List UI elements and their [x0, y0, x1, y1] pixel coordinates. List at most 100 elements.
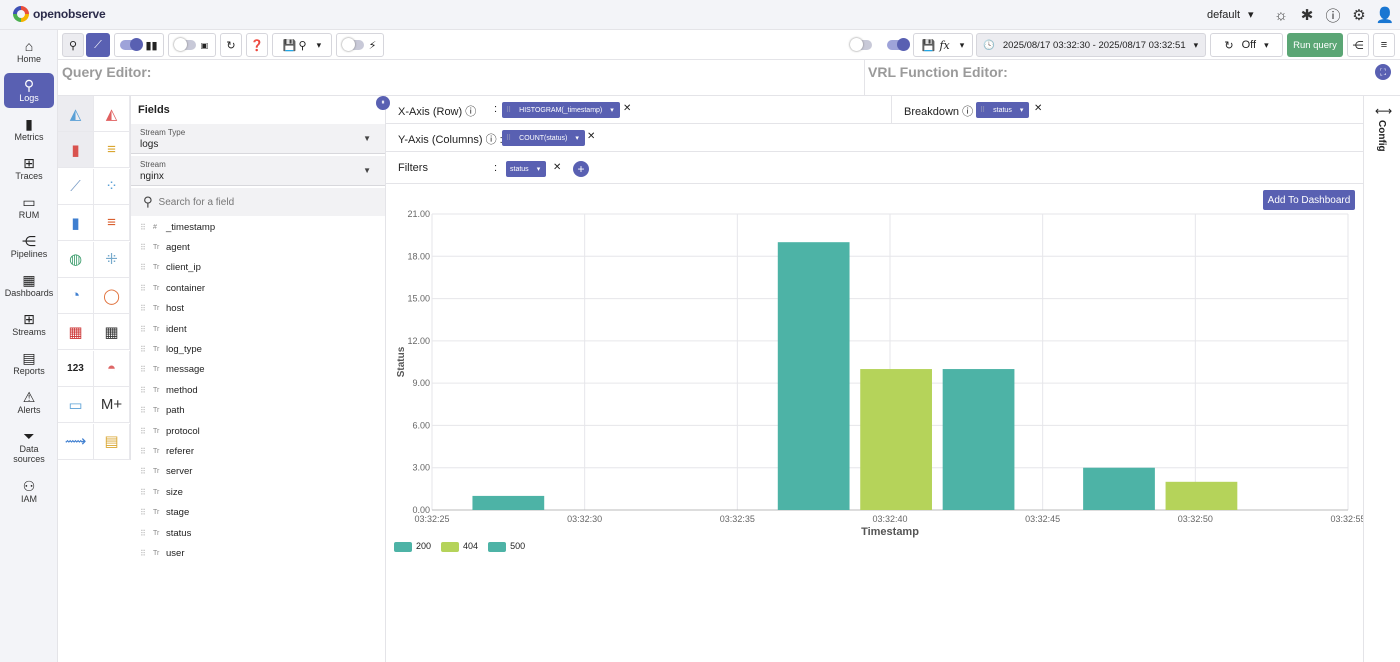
h-stacked-icon[interactable]: ≡ — [94, 205, 130, 242]
stream-type-select[interactable]: Stream Type logs ▼ — [131, 124, 385, 154]
nav-home[interactable]: ⌂ Home — [4, 34, 54, 69]
drag-handle-icon[interactable]: ⠿ — [140, 242, 146, 252]
field-item[interactable]: ⠿ Tr protocol — [140, 422, 200, 440]
refresh-interval-button[interactable]: ↻ Off ▾ — [1210, 33, 1283, 57]
function-switch-left[interactable] — [850, 38, 872, 51]
function-toggle[interactable] — [850, 38, 872, 53]
field-item[interactable]: ⠿ Tr user — [140, 544, 184, 562]
quick-mode-toggle[interactable]: ⚡ — [336, 33, 384, 57]
field-item[interactable]: ⠿ Tr referer — [140, 442, 194, 460]
remove-filter-icon[interactable]: ✕ — [553, 162, 562, 173]
breakdown-chip[interactable]: ⠿ status ▾ — [976, 102, 1030, 118]
nav-traces[interactable]: ⊞ Traces — [4, 151, 54, 186]
gauge-icon[interactable]: ◓ — [94, 350, 130, 387]
field-item[interactable]: ⠿ Tr log_type — [140, 340, 202, 358]
histogram-toggle[interactable]: ▮▮ — [114, 33, 164, 57]
stream-select[interactable]: Stream nginx ▼ — [131, 156, 385, 186]
date-range-picker[interactable]: 🕓 2025/08/17 03:32:30 - 2025/08/17 03:32… — [976, 33, 1206, 57]
field-item[interactable]: ⠿ Tr path — [140, 402, 185, 420]
add-to-dashboard-button[interactable]: Add To Dashboard — [1263, 190, 1355, 210]
drag-handle-icon[interactable]: ⠿ — [140, 222, 146, 232]
field-item[interactable]: ⠿ Tr client_ip — [140, 259, 201, 277]
remove-x-axis-icon[interactable]: ✕ — [623, 103, 632, 114]
field-item[interactable]: ⠿ Tr size — [140, 483, 183, 501]
quick-mode-switch[interactable] — [341, 38, 364, 51]
field-item[interactable]: ⠿ Tr container — [140, 279, 205, 297]
field-item[interactable]: ⠿ Tr agent — [140, 238, 190, 256]
legend-item[interactable]: 500 — [488, 541, 525, 552]
share-button[interactable]: ⋲ — [1347, 33, 1369, 57]
nav-streams[interactable]: ⊞ Streams — [4, 307, 54, 342]
nav-alerts[interactable]: ⚠ Alerts — [4, 385, 54, 420]
metric-icon[interactable]: 123 — [58, 350, 94, 387]
menu-button[interactable]: ≡ — [1373, 33, 1395, 57]
run-query-button[interactable]: Run query — [1287, 33, 1343, 57]
drag-handle-icon[interactable]: ⠿ — [140, 283, 146, 293]
search-mode-button[interactable]: ⚲ — [62, 33, 84, 57]
drag-handle-icon[interactable]: ⠿ — [140, 385, 146, 395]
field-item[interactable]: ⠿ Tr status — [140, 524, 191, 542]
field-item[interactable]: ⠿ Tr ident — [140, 320, 187, 338]
custom-chart-icon[interactable]: ▤ — [94, 423, 130, 460]
config-panel-toggle[interactable]: ⟷ Config — [1363, 96, 1400, 662]
field-item[interactable]: ⠿ Tr message — [140, 361, 205, 379]
map-icon[interactable]: ⁜ — [94, 241, 130, 278]
saved-views-button[interactable]: 💾 ⚲ ▾ — [272, 33, 332, 57]
settings-gear-icon[interactable]: ⚙ — [1352, 7, 1366, 24]
y-axis-chip[interactable]: ⠿ COUNT(status) ▾ — [502, 130, 585, 146]
field-item[interactable]: ⠿ Tr stage — [140, 504, 189, 522]
drag-handle-icon[interactable]: ⠿ — [140, 304, 146, 314]
drag-handle-icon[interactable]: ⠿ — [140, 365, 146, 375]
drag-handle-icon[interactable]: ⠿ — [140, 263, 146, 273]
visualize-mode-button[interactable]: ⟋ — [86, 33, 110, 57]
sankey-icon[interactable]: ⟿ — [58, 423, 94, 460]
legend-item[interactable]: 404 — [441, 541, 478, 552]
legend-item[interactable]: 200 — [394, 541, 431, 552]
drag-handle-icon[interactable]: ⠿ — [140, 548, 146, 558]
add-filter-icon[interactable]: + — [573, 161, 589, 177]
x-axis-chip[interactable]: ⠿ HISTOGRAM(_timestamp) ▾ — [502, 102, 620, 118]
nav-iam[interactable]: ⚇ IAM — [4, 474, 54, 509]
sql-switch[interactable] — [173, 38, 196, 51]
theme-toggle-icon[interactable]: ☼ — [1274, 6, 1288, 24]
app-logo[interactable]: openobserve — [13, 6, 106, 22]
collapse-fields-icon[interactable]: ⏸ — [376, 96, 390, 110]
editor-divider[interactable] — [864, 60, 865, 96]
field-item[interactable]: ⠿ Tr server — [140, 463, 192, 481]
field-item[interactable]: ⠿ Tr host — [140, 300, 184, 318]
scatter-icon[interactable]: ⁘ — [94, 168, 130, 205]
remove-y-axis-icon[interactable]: ✕ — [587, 131, 596, 142]
remove-breakdown-icon[interactable]: ✕ — [1034, 103, 1043, 114]
slack-icon[interactable]: ✱ — [1300, 7, 1314, 24]
nav-rum[interactable]: ▭ RUM — [4, 190, 54, 225]
nav-dashboards[interactable]: ▦ Dashboards — [4, 268, 54, 303]
drag-handle-icon[interactable]: ⠿ — [140, 467, 146, 477]
pie-chart-icon[interactable]: ◔ — [58, 278, 94, 314]
drag-handle-icon[interactable]: ⠿ — [140, 344, 146, 354]
histogram-switch[interactable] — [120, 38, 144, 51]
org-selector[interactable]: default ▾ — [1207, 8, 1254, 22]
table-icon[interactable]: ▦ — [94, 314, 130, 351]
nav-logs[interactable]: ⚲ Logs — [4, 73, 54, 108]
geomap-icon[interactable]: ◍ — [58, 241, 94, 278]
user-profile-icon[interactable]: 👤 — [1375, 7, 1395, 24]
nav-pipelines[interactable]: ⋲ Pipelines — [4, 229, 54, 264]
filter-chip[interactable]: status ▾ — [506, 161, 547, 177]
field-search-input[interactable]: ⚲ Search for a field — [131, 188, 385, 216]
nav-data-sources[interactable]: ⏷ Data sources — [4, 426, 54, 466]
drag-handle-icon[interactable]: ⠿ — [140, 487, 146, 497]
line-chart-icon[interactable]: ⟋ — [58, 168, 94, 205]
donut-icon[interactable]: ◯ — [94, 278, 130, 314]
html-icon[interactable]: ▭ — [58, 387, 94, 424]
help-button[interactable]: ❓ — [246, 33, 268, 57]
drag-handle-icon[interactable]: ⠿ — [140, 508, 146, 518]
drag-handle-icon[interactable]: ⠿ — [140, 324, 146, 334]
field-item[interactable]: ⠿ # _timestamp — [140, 218, 215, 236]
reset-button[interactable]: ↻ — [220, 33, 242, 57]
drag-handle-icon[interactable]: ⠿ — [140, 528, 146, 538]
drag-handle-icon[interactable]: ⠿ — [140, 446, 146, 456]
sql-mode-toggle[interactable]: ▣ — [168, 33, 216, 57]
fullscreen-icon[interactable]: ⛶ — [1375, 64, 1391, 80]
nav-reports[interactable]: ▤ Reports — [4, 346, 54, 381]
help-icon[interactable]: ⓘ — [1325, 7, 1341, 25]
